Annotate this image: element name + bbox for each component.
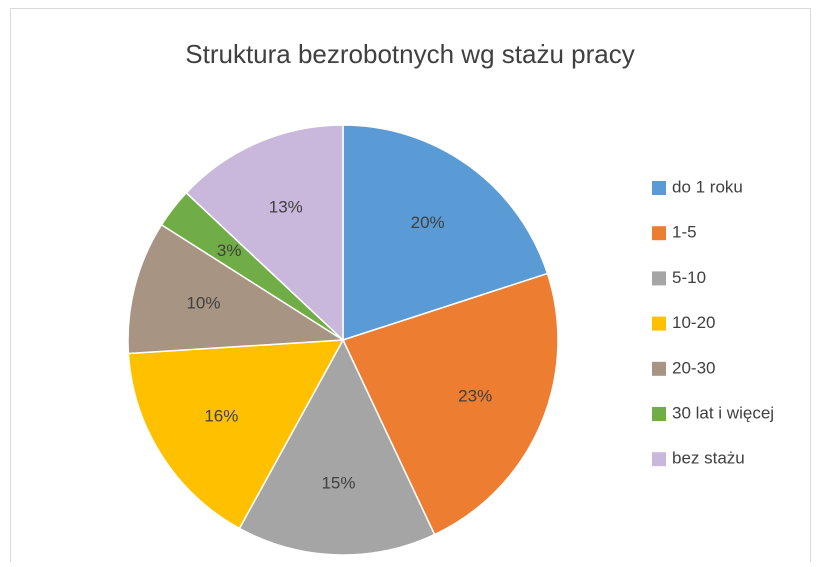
pie-slice [238,338,436,556]
data-label: 13% [269,197,303,216]
legend-label: 30 lat i więcej [672,403,774,422]
legend-label: 5-10 [672,268,706,287]
data-label: 3% [217,241,242,260]
pie-slice [341,272,559,536]
legend-label: 20-30 [672,358,715,377]
legend-swatch [652,361,666,376]
data-label: 20% [411,213,445,232]
legend-label: bez stażu [672,449,745,468]
legend-label: 1-5 [672,223,697,242]
legend-swatch [652,316,666,331]
data-label: 15% [321,473,355,492]
data-label: 23% [458,387,492,406]
pie-slice [127,339,345,530]
legend-swatch [652,181,666,195]
pie-slice [342,124,549,342]
data-label: 16% [204,407,238,426]
chart-title: Struktura bezrobotnych wg stażu pracy [185,39,634,69]
data-label: 10% [186,294,220,313]
pie-slice [185,124,344,342]
legend-swatch [652,452,666,467]
pie-slice [127,223,346,355]
legend-swatch [652,226,666,241]
legend-swatch [652,407,666,421]
legend-label: 10-20 [672,313,715,332]
legend-label: do 1 roku [672,177,743,196]
legend-swatch [652,271,666,286]
